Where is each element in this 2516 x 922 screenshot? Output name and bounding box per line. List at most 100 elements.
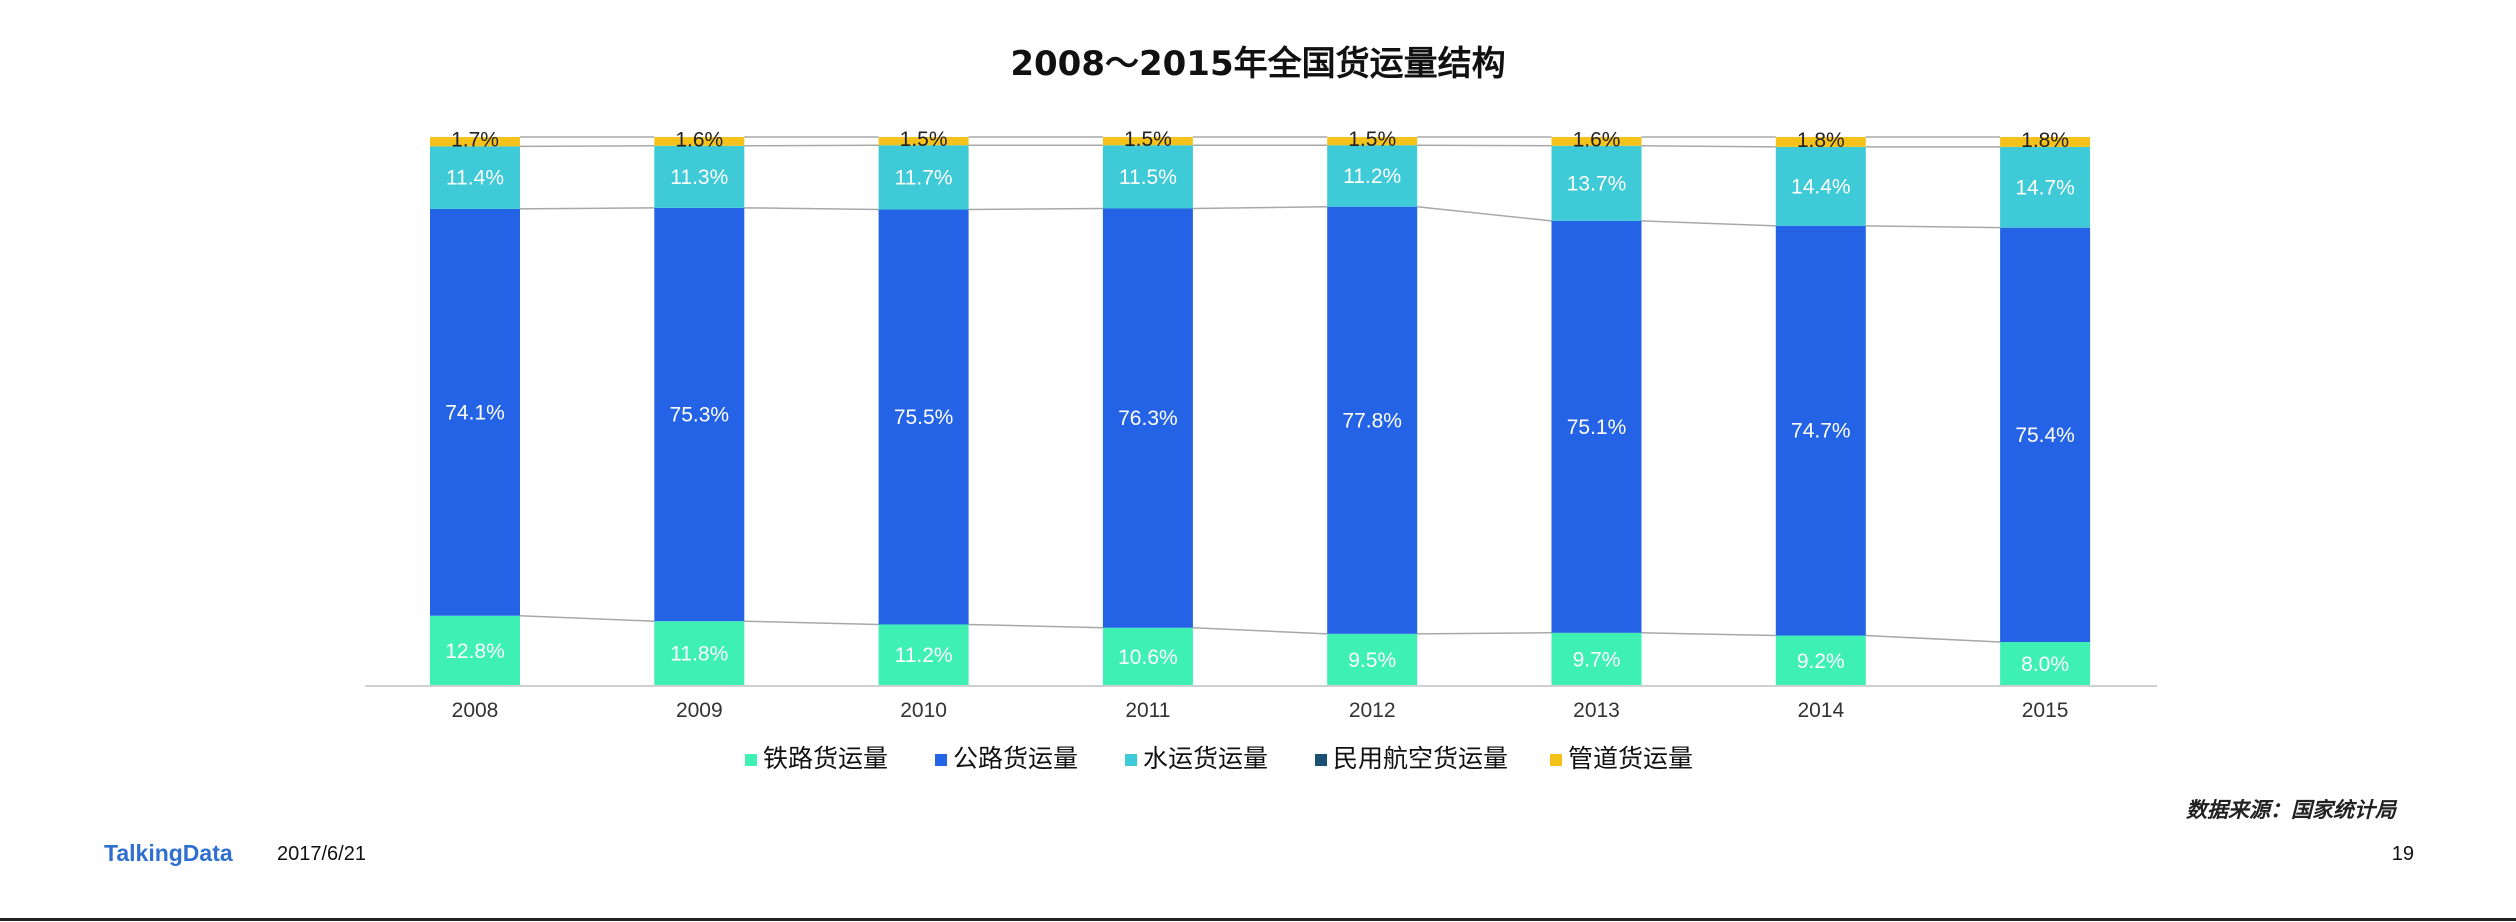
series-connector-line — [1865, 634, 2001, 643]
data-label-2011-s0: 10.6% — [1118, 646, 1178, 669]
bar-segment-2010-s2 — [878, 145, 969, 210]
data-label-2010-s4: 1.5% — [900, 128, 948, 151]
series-connector-line — [1417, 144, 1552, 147]
series-connector-line — [519, 207, 655, 210]
bar-stack-2008: 12.8% 74.1% 11.4% 1.7% — [430, 129, 520, 686]
page-number: 19 — [2391, 843, 2414, 865]
data-label-2009-s2: 11.3% — [670, 166, 728, 189]
talkingdata-logo: TalkingData — [104, 840, 233, 866]
data-label-2010-s2: 11.7% — [895, 166, 953, 189]
source-note: 数据来源：国家统计局 — [2186, 798, 2396, 822]
bar-segment-2014-s1 — [1775, 225, 1866, 636]
bar-segment-2015-s2 — [2000, 146, 2091, 228]
series-connector-line — [519, 145, 655, 148]
data-label-2015-s4: 1.8% — [2021, 129, 2069, 152]
bar-segment-2012-s0 — [1327, 633, 1418, 686]
data-label-2011-s4: 1.5% — [1124, 128, 1172, 151]
bar-stack-2015: 8.0% 75.4% 14.7% 1.8% — [2000, 129, 2091, 686]
data-label-2014-s2: 14.4% — [1791, 175, 1851, 198]
series-connector-line — [1641, 632, 1776, 637]
series-connector-line — [744, 144, 879, 147]
bar-segment-2011-s0 — [1102, 627, 1193, 686]
series-connector-lines — [519, 136, 2001, 643]
series-connector-line — [744, 207, 879, 211]
x-tick-2015: 2015 — [2022, 699, 2069, 722]
bars-group: 12.8%74.1%11.4%1.7%11.8%75.3%11.3%1.6%11… — [430, 128, 2091, 686]
legend-label: 水运货运量 — [1143, 744, 1268, 773]
bar-stack-2012: 9.5% 77.8% 11.2% 1.5% — [1327, 128, 1418, 686]
bar-segment-2013-s0 — [1551, 632, 1642, 686]
legend-swatch — [1125, 754, 1137, 766]
legend-item-s0: 铁路货运量 — [745, 744, 888, 773]
data-label-2012-s4: 1.5% — [1348, 128, 1396, 151]
data-label-2011-s1: 76.3% — [1118, 407, 1178, 430]
legend-label: 管道货运量 — [1568, 744, 1693, 773]
bar-segment-2010-s4 — [878, 137, 969, 146]
bar-segment-2012-s4 — [1327, 137, 1418, 146]
data-label-2013-s0: 9.7% — [1573, 648, 1621, 671]
bar-segment-2013-s4 — [1551, 137, 1642, 146]
data-label-2013-s1: 75.1% — [1567, 416, 1627, 439]
data-label-2008-s2: 11.4% — [446, 167, 504, 190]
series-connector-line — [744, 620, 879, 626]
bar-stack-2011: 10.6% 76.3% 11.5% 1.5% — [1102, 128, 1193, 686]
bar-segment-2010-s0 — [878, 624, 969, 686]
x-tick-2011: 2011 — [1125, 699, 1170, 722]
bar-segment-2013-s2 — [1551, 145, 1642, 221]
data-label-2008-s1: 74.1% — [445, 401, 505, 424]
bar-segment-2013-s1 — [1551, 220, 1642, 633]
bar-segment-2009-s0 — [654, 621, 745, 686]
legend: 铁路货运量 公路货运量 水运货运量 民用航空货运量 管道货运量 — [745, 744, 1693, 773]
bar-stack-2014: 9.2% 74.7% 14.4% 1.8% — [1775, 129, 1866, 686]
bar-segment-2011-s4 — [1102, 137, 1193, 146]
bar-segment-2009-s4 — [654, 137, 745, 146]
bar-segment-2009-s2 — [654, 145, 745, 208]
x-tick-labels: 2008 2009 2010 2011 2012 2013 2014 2015 — [452, 699, 2069, 722]
legend-label: 公路货运量 — [953, 744, 1078, 773]
bar-segment-2012-s2 — [1327, 145, 1418, 207]
legend-item-s1: 公路货运量 — [935, 744, 1078, 773]
legend-item-s4: 管道货运量 — [1550, 744, 1693, 773]
series-connector-line — [519, 614, 655, 622]
series-connector-line — [968, 623, 1103, 629]
data-label-2012-s1: 77.8% — [1342, 409, 1402, 432]
data-label-2009-s1: 75.3% — [670, 404, 730, 427]
bar-stack-2010: 11.2% 75.5% 11.7% 1.5% — [878, 128, 969, 686]
bar-segment-2010-s1 — [878, 209, 969, 625]
x-tick-2010: 2010 — [900, 699, 947, 722]
bar-segment-2015-s0 — [2000, 642, 2091, 686]
chart-title: 2008～2015年全国货运量结构 — [1010, 44, 1506, 84]
series-connector-line — [968, 207, 1103, 211]
bottom-divider — [0, 918, 2516, 921]
bar-segment-2012-s1 — [1327, 206, 1418, 634]
data-label-2009-s4: 1.6% — [675, 128, 723, 151]
bar-segment-2014-s0 — [1775, 635, 1866, 686]
data-label-2012-s2: 11.2% — [1343, 165, 1401, 188]
series-connector-line — [1417, 205, 1552, 222]
bar-segment-2015-s1 — [2000, 227, 2091, 643]
data-label-2011-s2: 11.5% — [1119, 166, 1177, 189]
series-connector-line — [1417, 632, 1552, 635]
x-tick-2013: 2013 — [1573, 699, 1620, 722]
data-label-2014-s1: 74.7% — [1791, 420, 1851, 443]
bar-segment-2014-s2 — [1775, 146, 1866, 226]
x-tick-2008: 2008 — [452, 699, 499, 722]
series-connector-line — [1192, 626, 1328, 635]
data-label-2015-s2: 14.7% — [2015, 176, 2075, 199]
bar-stack-2009: 11.8% 75.3% 11.3% 1.6% — [654, 128, 745, 686]
x-tick-2009: 2009 — [676, 699, 723, 722]
data-label-2009-s0: 11.8% — [670, 643, 728, 666]
series-connector-line — [1641, 220, 1776, 227]
bar-stack-2013: 9.7% 75.1% 13.7% 1.6% — [1551, 128, 1642, 686]
legend-label: 铁路货运量 — [763, 744, 888, 773]
data-label-2015-s0: 8.0% — [2021, 653, 2069, 676]
bar-segment-2008-s4 — [430, 137, 520, 147]
legend-swatch — [745, 754, 757, 766]
series-connector-line — [1641, 145, 1776, 148]
data-label-2013-s4: 1.6% — [1573, 128, 1621, 151]
bar-segment-2014-s4 — [1775, 137, 1866, 147]
bar-segment-2015-s4 — [2000, 137, 2091, 147]
legend-swatch — [935, 754, 947, 766]
data-label-2010-s0: 11.2% — [895, 644, 953, 667]
